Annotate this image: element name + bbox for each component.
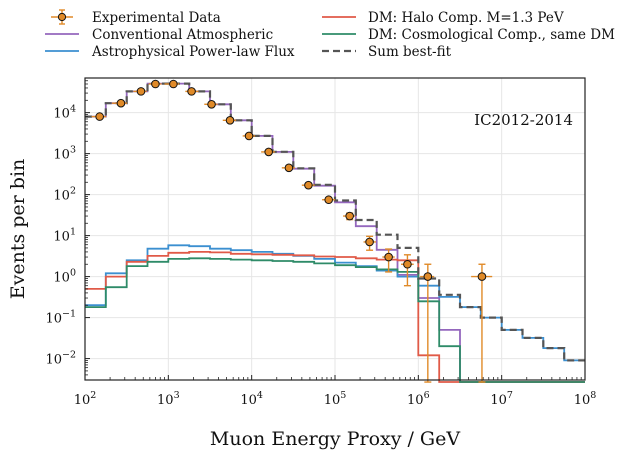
data-point bbox=[111, 98, 128, 108]
y-tick-label: 10−1 bbox=[45, 309, 76, 327]
data-point bbox=[322, 195, 335, 205]
data-marker bbox=[225, 116, 235, 125]
data-marker bbox=[345, 211, 354, 221]
data-marker bbox=[187, 87, 196, 96]
annotation-label: IC2012-2014 bbox=[474, 111, 573, 129]
grid-layer bbox=[84, 78, 586, 380]
legend-label: DM: Halo Comp. M=1.3 PeV bbox=[368, 10, 564, 26]
y-tick-label: 103 bbox=[53, 145, 76, 163]
data-marker bbox=[244, 131, 254, 141]
data-marker bbox=[169, 79, 178, 89]
legend-label: Astrophysical Power-law Flux bbox=[91, 44, 295, 60]
ticks-layer: 102 103 104 105 106 107 108 10−2 10−1 100 101 102 10… bbox=[45, 80, 597, 408]
x-tick-label: 108 bbox=[574, 390, 597, 408]
data-point bbox=[164, 79, 180, 89]
data-marker bbox=[136, 87, 146, 96]
y-tick-label: 101 bbox=[53, 227, 76, 245]
data-points-layer bbox=[91, 79, 493, 383]
data-marker bbox=[304, 180, 313, 190]
data-marker bbox=[324, 195, 333, 205]
legend-item-conventional-atmospheric: Conventional Atmospheric bbox=[45, 27, 273, 43]
legend-item-dm-halo-comp-m-1-3-pev: DM: Halo Comp. M=1.3 PeV bbox=[322, 10, 564, 26]
x-axis-label: Muon Energy Proxy / GeV bbox=[210, 428, 460, 450]
data-marker bbox=[151, 79, 160, 89]
data-marker bbox=[264, 147, 273, 157]
data-marker bbox=[403, 259, 412, 269]
series-sum-best-fit bbox=[85, 82, 585, 362]
data-point bbox=[281, 163, 295, 173]
y-tick-label: 102 bbox=[53, 186, 76, 204]
data-point bbox=[185, 87, 199, 96]
data-marker bbox=[365, 237, 374, 247]
data-marker bbox=[284, 163, 294, 173]
data-marker bbox=[116, 98, 126, 108]
legend-label: DM: Cosmological Comp., same DM bbox=[368, 27, 615, 43]
legend-label: Experimental Data bbox=[92, 10, 221, 26]
y-tick-label: 104 bbox=[53, 104, 76, 122]
legend-label: Sum best-fit bbox=[368, 44, 452, 60]
data-marker bbox=[384, 252, 393, 262]
data-marker bbox=[207, 99, 216, 109]
legend-item-sum-best-fit: Sum best-fit bbox=[322, 44, 452, 60]
legend-item-astrophysical-power-law-flux: Astrophysical Power-law Flux bbox=[45, 44, 295, 60]
data-point bbox=[133, 87, 147, 96]
legend-item-experimental-data: Experimental Data bbox=[51, 9, 221, 26]
data-point bbox=[471, 263, 493, 383]
x-tick-label: 105 bbox=[324, 390, 347, 408]
data-point bbox=[222, 116, 237, 125]
data-point bbox=[382, 248, 395, 273]
x-tick-label: 102 bbox=[74, 390, 97, 408]
x-tick-label: 104 bbox=[240, 390, 263, 408]
x-tick-label: 106 bbox=[407, 390, 430, 408]
x-tick-label: 107 bbox=[490, 390, 513, 408]
y-tick-label: 100 bbox=[53, 268, 76, 286]
data-point bbox=[401, 254, 414, 287]
data-point bbox=[261, 147, 275, 157]
data-point bbox=[363, 235, 376, 251]
legend-marker bbox=[57, 12, 67, 22]
data-point bbox=[420, 263, 435, 383]
data-marker bbox=[423, 272, 433, 281]
data-point bbox=[343, 211, 356, 221]
legend-item-dm-cosmological-comp-same-dm: DM: Cosmological Comp., same DM bbox=[322, 27, 615, 43]
data-point bbox=[204, 99, 218, 109]
series-dm-cosmological-comp-same-dm bbox=[85, 257, 585, 383]
data-marker bbox=[95, 112, 104, 121]
y-axis-label: Events per bin bbox=[7, 159, 29, 300]
data-point bbox=[301, 180, 315, 190]
data-marker bbox=[477, 272, 487, 281]
data-point bbox=[91, 112, 107, 121]
x-tick-label: 103 bbox=[157, 390, 180, 408]
series-dm-halo-comp-m-1-3-pev bbox=[85, 251, 585, 383]
data-point bbox=[242, 131, 256, 141]
y-tick-label: 10−2 bbox=[45, 350, 76, 368]
data-point bbox=[148, 79, 162, 89]
legend-label: Conventional Atmospheric bbox=[92, 27, 273, 43]
